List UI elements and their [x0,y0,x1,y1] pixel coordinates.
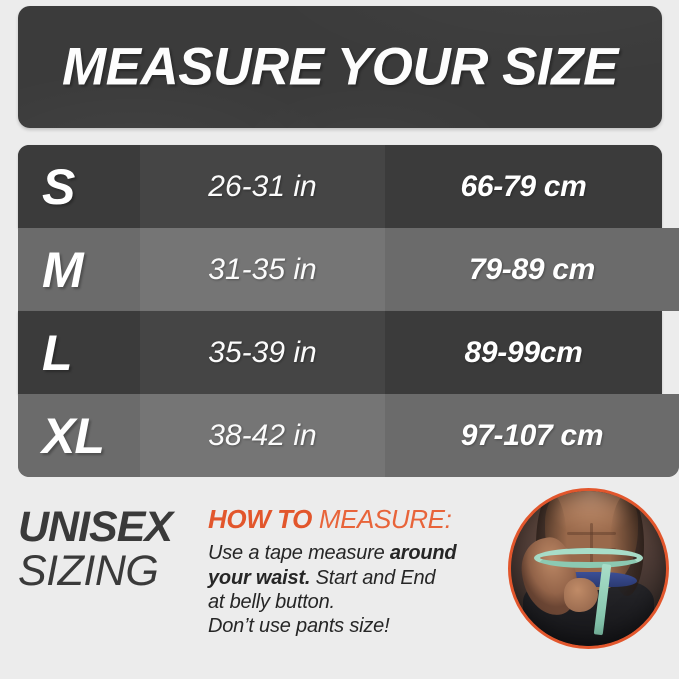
table-row: L 35-39 in 89-99cm [18,311,662,394]
body-text-3: at belly button. [208,591,335,614]
body-text-bold-1: around [389,542,457,565]
body-text-bold-2: your waist. [208,566,311,589]
table-row: XL 38-42 in 97-107 cm [18,394,679,477]
unisex-sizing-label: UNISEX SIZING [18,503,173,595]
photo-vignette [511,491,666,646]
cell-size: XL [18,394,140,477]
cell-centimeters: 97-107 cm [385,394,679,477]
cell-inches: 35-39 in [140,311,385,394]
how-to-measure-body: Use a tape measure around your waist. St… [208,541,508,639]
cell-inches: 31-35 in [140,228,385,311]
cell-centimeters: 79-89 cm [385,228,679,311]
header-card: MEASURE YOUR SIZE [18,6,662,128]
unisex-line-1: UNISEX [18,503,173,551]
cell-centimeters: 66-79 cm [385,145,662,228]
cell-centimeters: 89-99cm [385,311,662,394]
how-to-measure-heading: HOW TO MEASURE: [208,504,508,534]
cell-size: M [18,228,140,311]
cell-inches: 38-42 in [140,394,385,477]
page-title: MEASURE YOUR SIZE [62,37,618,97]
how-to-measure-heading-bold: HOW TO [208,504,312,534]
photo-measuring-tape [534,548,643,569]
photo-ab-line [589,523,594,568]
how-to-measure-heading-light: MEASURE: [312,504,452,534]
body-text-1: Use a tape measure [208,542,390,565]
size-table: S 26-31 in 66-79 cm M 31-35 in 79-89 cm … [0,145,679,479]
photo-hand [563,577,598,612]
cell-size: L [18,311,140,394]
cell-size: S [18,145,140,228]
body-text-2: Start and End [310,566,436,589]
table-row: M 31-35 in 79-89 cm [18,228,679,311]
body-text-4: Don’t use pants size! [208,615,390,638]
cell-inches: 26-31 in [140,145,385,228]
photo-inner [511,491,666,646]
how-to-measure-block: HOW TO MEASURE: Use a tape measure aroun… [208,504,508,639]
photo-ab-line [567,532,616,536]
table-row: S 26-31 in 66-79 cm [18,145,662,228]
unisex-line-2: SIZING [18,546,159,595]
bottom-section: UNISEX SIZING HOW TO MEASURE: Use a tape… [0,479,679,679]
measuring-waist-photo [508,488,669,649]
